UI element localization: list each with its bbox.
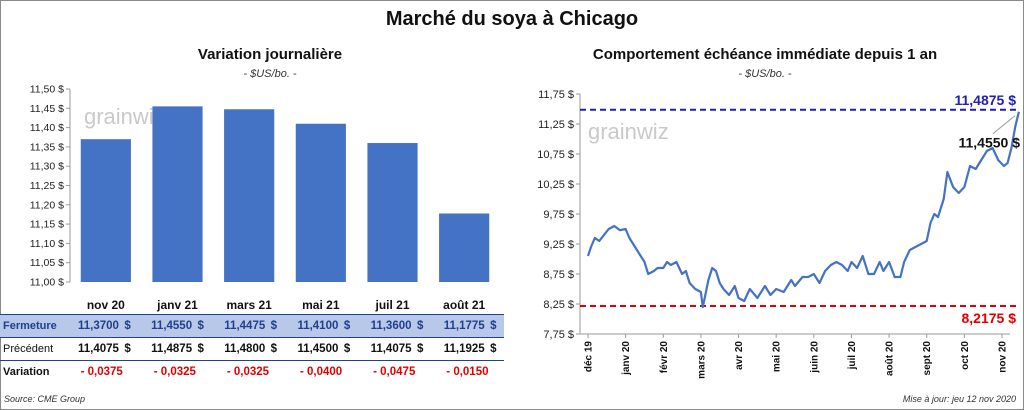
line-y-tick-label: 8,75 $ bbox=[543, 269, 574, 281]
line-x-tick-label: sept 20 bbox=[922, 341, 933, 376]
bar-chart: grainwiz 11,00 $ 11,05 $ 11,10 $ 11,15 $ 11,… bbox=[30, 84, 490, 312]
bar bbox=[367, 143, 418, 282]
table-cell-variation: - 0,0325 bbox=[226, 366, 270, 378]
line-y-tick-label: 7,75 $ bbox=[543, 329, 574, 341]
bar-x-tick-label: juil 21 bbox=[374, 298, 409, 312]
table-cell-fermeture: 11,1775 bbox=[430, 314, 487, 338]
bar-x-tick-label: janv 21 bbox=[156, 298, 198, 312]
bar-y-tick-label: 11,00 $ bbox=[30, 277, 64, 289]
bar-y-tick-label: 11,25 $ bbox=[30, 180, 64, 192]
line-x-tick-label: juil 20 bbox=[847, 341, 858, 371]
line-y-tick-label: 10,75 $ bbox=[537, 149, 574, 161]
table-cell-precedent: 11,4075 bbox=[65, 337, 121, 361]
annotation-leader bbox=[992, 115, 1016, 135]
line-x-tick-label: oct 20 bbox=[960, 341, 971, 370]
line-chart-watermark: grainwiz bbox=[588, 119, 669, 144]
row-label-precedent: Précédent bbox=[0, 337, 66, 361]
bar-x-tick-label: mars 21 bbox=[226, 298, 272, 312]
table-cell-variation: - 0,0325 bbox=[153, 366, 196, 378]
table-cell-currency: $ bbox=[413, 314, 431, 338]
table-row-variation: Variation - 0,0375 - 0,0325 - 0,0325 - 0,04… bbox=[0, 361, 504, 384]
line-y-tick-label: 9,75 $ bbox=[543, 209, 574, 221]
table-cell-variation: - 0,0375 bbox=[80, 366, 123, 378]
bar-x-tick-label: nov 20 bbox=[87, 298, 125, 312]
line-x-tick-label: nov 20 bbox=[998, 341, 1009, 373]
bar-chart-watermark: grainwiz bbox=[84, 104, 165, 129]
table-cell-currency: $ bbox=[486, 337, 504, 361]
table-cell-currency: $ bbox=[194, 314, 212, 338]
line-chart: grainwiz 7,75 $ 8,25 $ 8,75 $ 9,25 $ 9,75 $ 1… bbox=[537, 89, 1020, 379]
table-cell-currency: $ bbox=[120, 314, 139, 338]
left-chart-unit: - $US/bo. - bbox=[243, 68, 297, 80]
line-y-tick-label: 9,25 $ bbox=[543, 239, 574, 251]
table-cell-precedent: 11,4500 bbox=[284, 337, 341, 361]
line-x-tick-label: août 20 bbox=[885, 341, 896, 376]
bar-y-tick-label: 11,50 $ bbox=[30, 84, 64, 96]
right-chart-title: Comportement échéance immédiate depuis 1… bbox=[592, 46, 938, 63]
bar bbox=[80, 139, 131, 282]
source-note: Source: CME Group bbox=[4, 394, 86, 404]
bar-y-tick-label: 11,05 $ bbox=[30, 257, 64, 269]
annotation-label: 11,4550 $ bbox=[958, 135, 1020, 151]
bar bbox=[295, 123, 346, 282]
line-y-tick-label: 8,25 $ bbox=[543, 299, 574, 311]
table-cell-variation: - 0,0475 bbox=[373, 366, 416, 378]
reference-line-label: 8,2175 $ bbox=[962, 310, 1017, 326]
page-title: Marché du soya à Chicago bbox=[385, 8, 639, 30]
bar-y-tick-label: 11,35 $ bbox=[30, 141, 64, 153]
table-cell-fermeture: 11,3600 bbox=[357, 314, 414, 338]
table-row-fermeture: Fermeture 11,3700 $11,4550 $11,4475 $11,410… bbox=[0, 314, 504, 338]
line-x-tick-label: févr 20 bbox=[659, 341, 670, 374]
price-table: Fermeture 11,3700 $11,4550 $11,4475 $11,410… bbox=[0, 314, 504, 383]
table-row-precedent: Précédent 11,4075 $11,4875 $11,4800 $11,450… bbox=[0, 337, 504, 361]
bar bbox=[152, 106, 203, 283]
table-cell-precedent: 11,4875 bbox=[138, 337, 195, 361]
line-x-tick-label: avr 20 bbox=[734, 341, 745, 370]
table-cell-currency: $ bbox=[120, 337, 139, 361]
table-cell-precedent: 11,4800 bbox=[211, 337, 268, 361]
bar-x-tick-label: août 21 bbox=[443, 298, 485, 312]
table-cell-currency: $ bbox=[267, 337, 285, 361]
left-chart-title: Variation journalière bbox=[197, 46, 343, 63]
table-cell-currency: $ bbox=[413, 337, 431, 361]
bar-y-tick-label: 11,45 $ bbox=[30, 103, 64, 115]
bar-x-tick-label: mai 21 bbox=[302, 298, 340, 312]
table-cell-currency: $ bbox=[340, 337, 358, 361]
bar bbox=[439, 213, 490, 282]
table-cell-currency: $ bbox=[486, 314, 504, 338]
line-y-tick-label: 11,25 $ bbox=[538, 119, 574, 131]
table-cell-currency: $ bbox=[194, 337, 212, 361]
right-chart-unit: - $US/bo. - bbox=[738, 68, 792, 80]
line-y-tick-label: 11,75 $ bbox=[538, 89, 574, 101]
table-cell-precedent: 11,1925 bbox=[430, 337, 487, 361]
line-series-path bbox=[586, 111, 1020, 309]
table-cell-precedent: 11,4075 bbox=[357, 337, 414, 361]
line-x-tick-label: janv 20 bbox=[621, 341, 632, 376]
reference-line-label: 11,4875 $ bbox=[954, 92, 1016, 108]
bar-y-tick-label: 11,15 $ bbox=[30, 219, 64, 231]
line-x-tick-label: mars 20 bbox=[696, 341, 707, 379]
table-cell-fermeture: 11,3700 bbox=[65, 314, 121, 338]
bar-y-tick-label: 11,10 $ bbox=[30, 238, 64, 250]
bar-y-tick-label: 11,20 $ bbox=[30, 199, 64, 211]
line-x-tick-label: déc 19 bbox=[584, 341, 595, 373]
update-note: Mise à jour: jeu 12 nov 2020 bbox=[902, 394, 1016, 404]
bar-y-tick-label: 11,40 $ bbox=[30, 122, 64, 134]
row-label-variation: Variation bbox=[3, 366, 50, 378]
table-cell-variation: - 0,0400 bbox=[300, 366, 343, 378]
table-cell-variation: - 0,0150 bbox=[446, 366, 489, 378]
line-x-tick-label: juin 20 bbox=[809, 341, 820, 374]
line-y-tick-label: 10,25 $ bbox=[537, 179, 574, 191]
row-label-fermeture: Fermeture bbox=[0, 314, 66, 338]
table-cell-fermeture: 11,4475 bbox=[211, 314, 268, 338]
table-cell-fermeture: 11,4100 bbox=[284, 314, 341, 338]
table-cell-fermeture: 11,4550 bbox=[138, 314, 195, 338]
table-cell-currency: $ bbox=[267, 314, 285, 338]
table-cell-currency: $ bbox=[340, 314, 358, 338]
bar-y-tick-label: 11,30 $ bbox=[30, 161, 64, 173]
line-x-tick-label: mai 20 bbox=[772, 341, 783, 373]
bar bbox=[224, 109, 275, 282]
